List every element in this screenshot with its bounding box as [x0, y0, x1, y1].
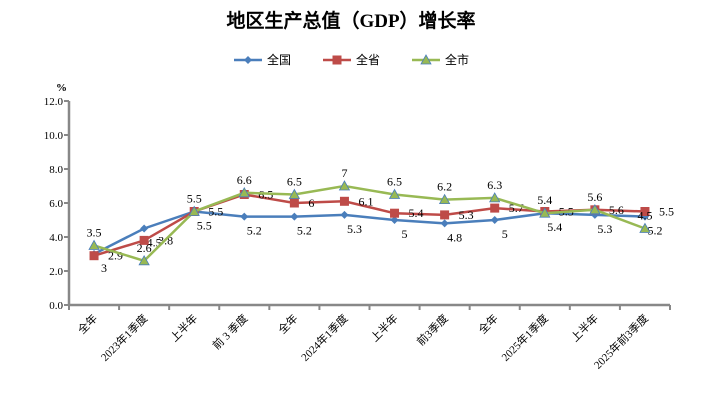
x-tick-label: 全年 [475, 311, 500, 336]
data-label: 3 [101, 261, 107, 275]
chart-title: 地区生产总值（GDP）增长率 [226, 9, 475, 32]
data-label: 5 [502, 227, 508, 241]
series-全市: 3.5 2.6 5.5 6.6 6.5 7 6.5 6.2 6.3 5.4 5.6 4.5 [87, 166, 652, 266]
data-label: 5.3 [347, 222, 362, 236]
data-point-triangle [420, 54, 432, 65]
x-tick-label: 上半年 [568, 311, 601, 344]
data-point-triangle [238, 186, 250, 198]
data-point-diamond [140, 224, 149, 233]
data-point-diamond [240, 212, 249, 221]
x-tick-label: 2024年1季度 [298, 311, 351, 364]
data-point-square [89, 251, 99, 261]
data-label: 5.2 [297, 224, 312, 238]
data-point-square [332, 55, 342, 65]
legend-label: 全省 [356, 52, 380, 67]
data-point-triangle [489, 192, 501, 203]
x-tick-label: 2025年1季度 [498, 311, 551, 364]
data-label: 5.3 [597, 222, 612, 236]
x-tick-label: 前 3 季度 [209, 311, 250, 352]
data-label: 5.3 [459, 208, 474, 222]
x-tick-label: 全年 [275, 311, 300, 336]
data-label: 4.5 [637, 209, 652, 223]
y-axis-unit: % [56, 82, 67, 94]
data-point-triangle [138, 254, 150, 266]
data-label: 5.5 [208, 205, 223, 219]
data-label: 5.4 [409, 206, 424, 220]
y-tick-label: 2.0 [49, 266, 63, 278]
series-line [93, 193, 646, 257]
data-point-diamond [490, 216, 499, 224]
data-point-square [390, 208, 400, 218]
y-tick-label: 4.0 [49, 232, 63, 244]
y-tick-label: 12.0 [44, 96, 64, 108]
data-point-diamond [440, 219, 449, 228]
y-tick-label: 6.0 [49, 198, 63, 210]
data-point-square [289, 198, 299, 208]
data-label: 6 [308, 196, 314, 210]
series-line [93, 184, 646, 263]
x-tick-label: 全年 [75, 311, 100, 336]
x-tick-label: 前3季度 [414, 311, 451, 348]
plot-area: 34.55.5 5.2 5.2 5.3 5 4.8 5 5.4 5.3 5.22.93.85.56… [87, 166, 674, 275]
data-label: 5.6 [587, 190, 602, 204]
data-label: 6.3 [487, 178, 502, 192]
data-point-diamond [290, 212, 299, 221]
data-point-diamond [390, 216, 399, 224]
data-point-diamond [340, 210, 349, 219]
y-tick-label: 10.0 [44, 130, 64, 142]
data-point-diamond [244, 56, 252, 64]
legend-label: 全国 [267, 52, 291, 67]
data-label: 5.2 [247, 224, 262, 238]
data-label: 3.5 [87, 226, 102, 240]
data-label: 6.6 [237, 173, 252, 187]
data-point-triangle [88, 239, 100, 250]
legend: 全国 全省 全市 [234, 52, 469, 67]
data-label: 5.6 [609, 203, 624, 217]
data-label: 5.5 [197, 219, 212, 233]
data-label: 6.2 [437, 180, 452, 194]
data-label: 5.5 [187, 192, 202, 206]
data-point-triangle [288, 188, 301, 199]
data-label: 4.8 [447, 230, 462, 244]
data-label: 7 [341, 166, 347, 180]
x-tick-label: 2023年1季度 [98, 311, 151, 364]
data-point-triangle [639, 222, 651, 233]
x-tick-label: 上半年 [167, 311, 200, 344]
series-全国: 34.55.5 5.2 5.2 5.3 5 4.8 5 5.4 5.3 5.2 [90, 207, 662, 275]
data-label: 5.2 [647, 224, 662, 238]
data-point-triangle [539, 207, 551, 218]
data-label: 6.5 [387, 175, 402, 189]
data-label: 6.5 [287, 175, 302, 189]
data-point-square [139, 235, 149, 245]
data-point-square [339, 196, 349, 206]
y-tick-label: 0.0 [49, 300, 63, 312]
y-tick-label: 8.0 [49, 164, 63, 176]
data-point-square [440, 210, 450, 220]
data-point-square [490, 203, 500, 213]
data-point-triangle [188, 205, 200, 216]
data-point-triangle [589, 203, 601, 215]
data-point-square [640, 207, 650, 216]
legend-label: 全市 [445, 52, 469, 67]
data-label: 2.6 [137, 241, 152, 255]
data-label: 5 [402, 227, 408, 241]
data-point-triangle [388, 188, 401, 199]
data-label: 5.4 [547, 220, 562, 234]
series-全省: 2.93.85.56.56 6.15.4 5.3 5.7 5.5 5.6 5.5 [89, 188, 674, 263]
x-tick-label: 上半年 [367, 311, 400, 344]
data-point-triangle [338, 180, 351, 191]
data-label: 6.1 [358, 194, 373, 208]
data-label: 5.5 [659, 205, 674, 219]
data-label: 5.4 [537, 193, 552, 207]
data-point-triangle [438, 193, 451, 204]
